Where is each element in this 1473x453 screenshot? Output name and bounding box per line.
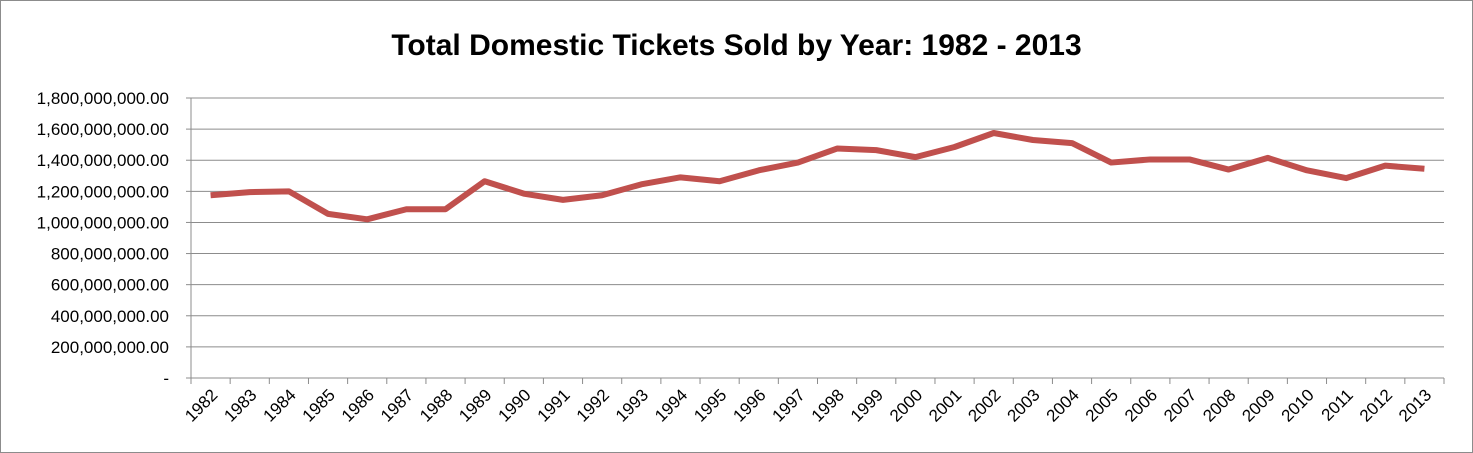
y-tick-label: 400,000,000.00: [51, 307, 169, 326]
y-tick-label: 600,000,000.00: [51, 276, 169, 295]
x-tick-label: 2004: [1043, 385, 1083, 425]
y-tick-labels: - 200,000,000.00 400,000,000.00 600,000,000…: [37, 89, 169, 388]
x-tick-label: 2000: [886, 385, 926, 425]
series-layer: [210, 130, 1425, 223]
y-tick-label: 800,000,000.00: [51, 245, 169, 264]
x-tick-label: 2011: [1318, 385, 1357, 424]
y-tick-label: 1,400,000,000.00: [37, 151, 169, 170]
x-tick-label: 2009: [1238, 385, 1278, 425]
x-tick-label: 2001: [925, 385, 965, 425]
x-tick-label: 2002: [964, 385, 1004, 425]
x-tick-label: 2003: [1004, 385, 1044, 425]
x-tick-label: 1992: [573, 385, 613, 425]
y-tick-label: 1,600,000,000.00: [37, 120, 169, 139]
x-tick-label: 1993: [612, 385, 652, 425]
axes: [186, 97, 1445, 384]
x-tick-label: 1989: [455, 385, 495, 425]
x-tick-label: 2013: [1395, 385, 1435, 425]
x-tick-label: 1982: [181, 385, 221, 425]
x-tick-labels: 1982198319841985198619871988198919901991…: [181, 385, 1435, 425]
x-tick-label: 2010: [1278, 385, 1318, 425]
y-tick-label: 1,800,000,000.00: [37, 89, 169, 108]
x-tick-label: 1996: [729, 385, 769, 425]
gridlines: [191, 97, 1444, 348]
x-tick-label: 2007: [1160, 385, 1200, 425]
x-tick-label: 1995: [690, 385, 730, 425]
x-tick-label: 2012: [1356, 385, 1396, 425]
x-tick-label: 1997: [769, 385, 809, 425]
x-tick-label: 1986: [338, 385, 378, 425]
x-tick-label: 1990: [494, 385, 534, 425]
y-tick-label: 1,200,000,000.00: [37, 182, 169, 201]
x-tick-label: 2006: [1121, 385, 1161, 425]
x-tick-label: 1999: [847, 385, 887, 425]
y-tick-label: 200,000,000.00: [51, 338, 169, 357]
x-tick-label: 1994: [651, 385, 691, 425]
y-tick-label: -: [163, 369, 169, 388]
series-line: [210, 130, 1425, 223]
x-tick-label: 2005: [1082, 385, 1122, 425]
x-tick-label: 1984: [260, 385, 300, 425]
chart-title: Total Domestic Tickets Sold by Year: 198…: [391, 29, 1082, 62]
x-tick-label: 1983: [220, 385, 260, 425]
x-tick-label: 1985: [299, 385, 339, 425]
x-tick-label: 2008: [1199, 385, 1239, 425]
x-tick-label: 1987: [377, 385, 417, 425]
x-tick-label: 1998: [808, 385, 848, 425]
x-tick-label: 1991: [534, 385, 574, 425]
y-tick-label: 1,000,000,000.00: [37, 213, 169, 232]
x-tick-label: 1988: [416, 385, 456, 425]
